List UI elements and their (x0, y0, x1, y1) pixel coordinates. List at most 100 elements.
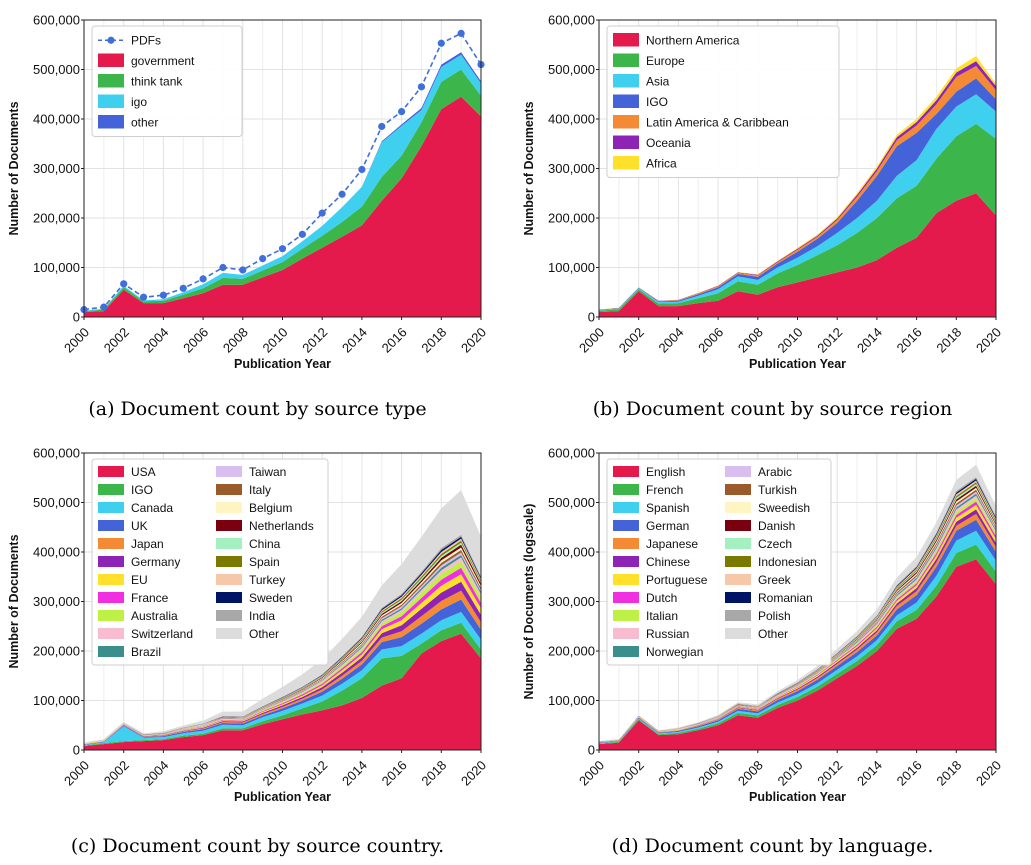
chart-panel-source-country: 0 100,000 200,000 300,000 400,000 500,000 600,… (0, 433, 515, 865)
y-tick-label: 0 (588, 743, 595, 758)
legend-swatch-eu (98, 574, 124, 585)
y-tick-label: 0 (588, 310, 595, 325)
marker-pdfs (120, 280, 128, 288)
legend-label-igo: IGO (646, 95, 668, 109)
area-latin-america-caribbean (599, 66, 996, 310)
x-tick-label: 2002 (616, 758, 647, 789)
x-tick-label: 2010 (260, 325, 291, 356)
legend-label-polish: Polish (758, 609, 791, 623)
x-tick-label: 2002 (616, 325, 647, 356)
legend-swatch-europe (613, 53, 639, 67)
legend-swatch-switzerland (98, 628, 124, 639)
x-tick-label: 2006 (695, 325, 726, 356)
legend-label-australia: Australia (131, 609, 178, 623)
marker-pdfs (100, 303, 108, 311)
legend-swatch-taiwan (216, 466, 242, 477)
y-tick-label: 400,000 (548, 112, 595, 127)
x-tick-label: 2004 (140, 325, 171, 356)
area-canada (84, 611, 481, 746)
y-tick-label: 0 (73, 310, 80, 325)
y-tick-label: 300,000 (33, 161, 80, 176)
legend-swatch-sweden (216, 592, 242, 603)
x-tick-label: 2012 (299, 325, 330, 356)
x-tick-label: 2008 (735, 325, 766, 356)
x-tick-label: 2014 (854, 325, 885, 356)
x-tick-label: 2006 (695, 758, 726, 789)
marker-pdfs (417, 83, 426, 91)
y-tick-label: 200,000 (548, 644, 595, 659)
legend-box (606, 25, 840, 178)
x-tick-label: 2016 (894, 758, 925, 789)
legend-label-chinese: Chinese (646, 555, 690, 569)
legend-swatch-other (98, 115, 124, 129)
legend-swatch-canada (98, 502, 124, 513)
area-french (599, 544, 996, 745)
legend-swatch-india (216, 610, 242, 621)
y-tick-label: 100,000 (548, 260, 595, 275)
legend-swatch-northern-america (613, 33, 639, 47)
y-tick-label: 400,000 (33, 545, 80, 560)
area-usa (84, 633, 481, 750)
legend-label-germany: Germany (131, 555, 180, 569)
x-tick-label: 2010 (775, 325, 806, 356)
marker-pdfs (318, 209, 326, 217)
y-axis-label: Number of Documents (7, 101, 21, 235)
y-tick-label: 600,000 (548, 13, 595, 28)
legend-label-china: China (249, 537, 281, 551)
y-tick-label: 400,000 (548, 545, 595, 560)
y-tick-label: 600,000 (548, 446, 595, 461)
legend-swatch-other (725, 628, 751, 639)
legend-swatch-japanese (613, 538, 639, 549)
caption-source-country: (c) Document count by source country. (70, 835, 445, 857)
legend-label-sweedish: Sweedish (758, 501, 810, 515)
legend-swatch-greek (725, 574, 751, 585)
x-tick-label: 2012 (814, 325, 845, 356)
x-tick-label: 2000 (61, 758, 92, 789)
legend-label-italy: Italy (249, 483, 271, 497)
legend-swatch-spain (216, 556, 242, 567)
legend-label-italian: Italian (646, 609, 678, 623)
legend-swatch-polish (725, 610, 751, 621)
legend-label-arabic: Arabic (758, 465, 792, 479)
legend-label-brazil: Brazil (131, 645, 161, 659)
legend-label-uk: UK (131, 519, 148, 533)
chart-source-type: 0 100,000 200,000 300,000 400,000 500,000 600,… (7, 13, 489, 372)
legend-label-sweden: Sweden (249, 591, 292, 605)
area-igo (84, 54, 481, 312)
y-tick-label: 300,000 (33, 594, 80, 609)
y-tick-label: 200,000 (33, 644, 80, 659)
legend-label-russian: Russian (646, 627, 689, 641)
legend-label-portuguese: Portuguese (646, 573, 708, 587)
legend-swatch-igo (613, 94, 639, 108)
legend-label-taiwan: Taiwan (249, 465, 286, 479)
x-tick-label: 2002 (101, 325, 132, 356)
legend-label-spain: Spain (249, 555, 280, 569)
legend-label-think-tank: think tank (131, 74, 183, 88)
legend-label-spanish: Spanish (646, 501, 689, 515)
legend-swatch-other (216, 628, 242, 639)
area-english (599, 559, 996, 750)
x-tick-label: 2012 (299, 758, 330, 789)
y-tick-label: 300,000 (548, 594, 595, 609)
legend-label-indonesian: Indonesian (758, 555, 817, 569)
y-tick-label: 600,000 (33, 13, 80, 28)
y-tick-label: 100,000 (33, 693, 80, 708)
marker-pdfs (159, 291, 167, 299)
x-tick-label: 2014 (339, 758, 370, 789)
legend-label-government: government (131, 54, 195, 68)
chart-source-region: 0 100,000 200,000 300,000 400,000 500,000 600,… (522, 13, 1004, 372)
x-tick-label: 2018 (418, 325, 449, 356)
legend-swatch-english (613, 466, 639, 477)
y-axis-label: Number of Documents (logscale) (522, 504, 536, 700)
legend-label-igo: IGO (131, 483, 153, 497)
legend-swatch-government (98, 53, 124, 67)
marker-pdfs (139, 293, 148, 301)
legend-label-turkey: Turkey (249, 573, 285, 587)
area-japan (84, 590, 481, 745)
legend-swatch-sweedish (725, 502, 751, 513)
marker-pdfs (239, 266, 247, 274)
legend-swatch-asia (613, 74, 639, 88)
legend-label-turkish: Turkish (758, 483, 797, 497)
y-tick-label: 0 (73, 743, 80, 758)
legend-swatch-igo (98, 94, 124, 108)
